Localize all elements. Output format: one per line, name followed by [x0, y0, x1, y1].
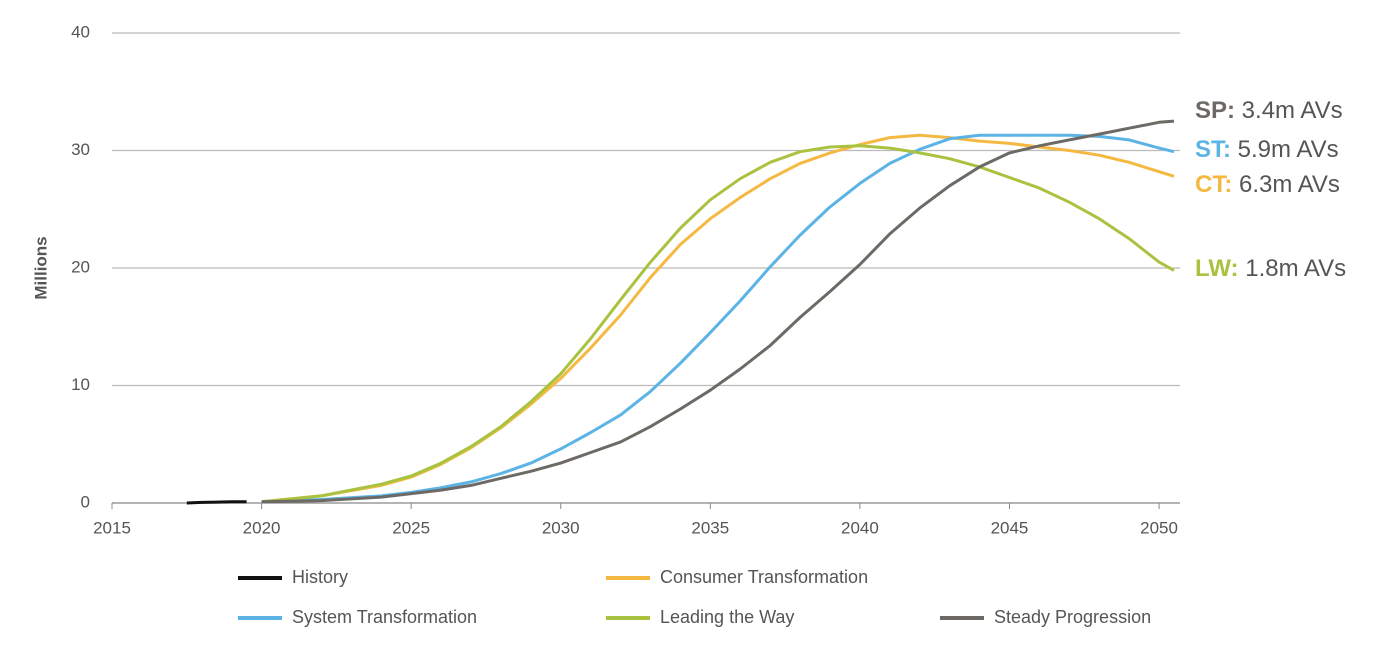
- annotation-text: 3.4m AVs: [1235, 97, 1343, 124]
- annotation: SP: 3.4m AVs: [1195, 97, 1343, 124]
- series-line: [186, 500, 247, 505]
- series-line: [261, 133, 1175, 504]
- x-tick-label: 2030: [542, 518, 580, 537]
- annotation-text: 6.3m AVs: [1232, 171, 1340, 198]
- y-tick-label: 10: [71, 375, 90, 394]
- y-tick-label: 20: [71, 257, 90, 276]
- annotation-text: 1.8m AVs: [1239, 255, 1347, 282]
- x-tick-label: 2015: [93, 518, 131, 537]
- annotation-label: SP:: [1195, 97, 1235, 124]
- series-line: [261, 133, 1175, 504]
- series-line: [261, 119, 1175, 504]
- x-tick-label: 2025: [392, 518, 430, 537]
- legend-label: System Transformation: [292, 607, 477, 627]
- y-axis-label: Millions: [31, 236, 50, 299]
- y-tick-label: 40: [71, 22, 90, 41]
- annotation-text: 5.9m AVs: [1231, 136, 1339, 163]
- y-tick-label: 30: [71, 140, 90, 159]
- annotation-label: ST:: [1195, 136, 1231, 163]
- annotation: LW: 1.8m AVs: [1195, 255, 1346, 282]
- legend-label: Steady Progression: [994, 607, 1151, 627]
- x-tick-label: 2050: [1140, 518, 1178, 537]
- annotation: CT: 6.3m AVs: [1195, 171, 1340, 198]
- x-tick-label: 2045: [991, 518, 1029, 537]
- annotation-label: LW:: [1195, 255, 1239, 282]
- legend-label: Consumer Transformation: [660, 567, 868, 587]
- x-tick-label: 2040: [841, 518, 879, 537]
- annotation-label: CT:: [1195, 171, 1232, 198]
- annotation: ST: 5.9m AVs: [1195, 136, 1339, 163]
- series-line: [261, 144, 1175, 504]
- y-tick-label: 0: [81, 492, 90, 511]
- legend-label: Leading the Way: [660, 607, 794, 627]
- legend-label: History: [292, 567, 348, 587]
- x-tick-label: 2035: [691, 518, 729, 537]
- x-tick-label: 2020: [243, 518, 281, 537]
